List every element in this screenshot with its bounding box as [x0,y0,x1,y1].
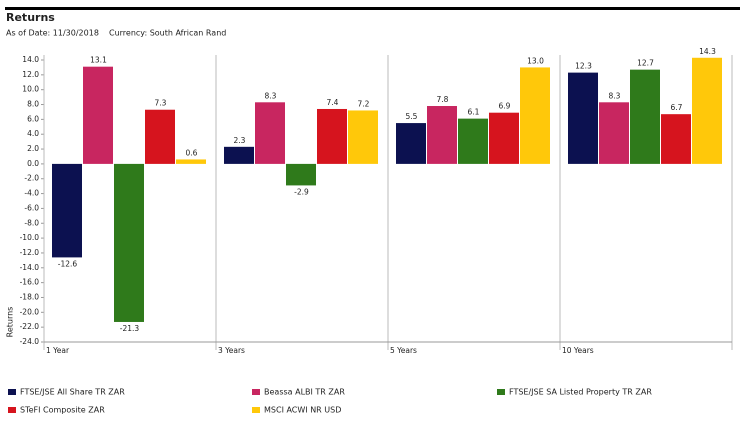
bar [520,67,550,164]
data-label: 5.5 [406,112,418,121]
bar [427,106,457,164]
y-tick-label: 6.0 [27,114,39,123]
y-tick-label: -22.0 [20,322,40,331]
x-tick-label: 1 Year [46,346,70,355]
data-label: -2.9 [294,187,309,196]
y-tick-label: 14.0 [22,55,39,64]
data-label: 2.3 [234,136,246,145]
data-label: 12.3 [575,62,592,71]
y-tick-label: -14.0 [20,263,40,272]
bar [692,57,722,164]
legend-label: MSCI ACWI NR USD [264,406,341,415]
data-label: 6.9 [499,102,511,111]
bar [458,118,488,164]
y-tick-label: -18.0 [20,292,40,301]
y-tick-label: 12.0 [22,70,39,79]
data-label: 7.4 [327,98,339,107]
data-label: 12.7 [637,59,654,68]
bar [114,163,144,322]
chart-title: Returns [6,11,55,24]
data-label: -12.6 [58,259,78,268]
data-label: 7.3 [155,99,167,108]
data-label: 6.1 [468,108,480,117]
legend-swatch [252,389,260,395]
y-tick-label: -6.0 [24,203,39,212]
y-tick-label: -8.0 [24,218,39,227]
bar [599,102,629,164]
bar [83,66,113,164]
data-label: 13.0 [527,56,544,65]
y-tick-label: -12.0 [20,248,40,257]
bar [396,123,426,164]
data-label: 8.3 [265,91,277,100]
y-tick-label: 2.0 [27,144,39,153]
data-label: 14.3 [699,47,716,56]
x-tick-label: 3 Years [218,346,245,355]
bar [317,108,347,164]
data-label: 0.6 [186,148,198,157]
y-tick-label: -16.0 [20,278,40,287]
y-tick-label: -20.0 [20,307,40,316]
y-tick-label: 8.0 [27,100,39,109]
bar [224,146,254,164]
y-tick-label: -4.0 [24,189,39,198]
y-axis-label: Returns [6,307,15,338]
data-label: 8.3 [609,91,621,100]
bar [348,110,378,164]
data-label: 13.1 [90,56,107,65]
as-of-date: As of Date: 11/30/2018 [6,29,99,38]
bar [52,163,82,258]
bar [630,69,660,164]
y-tick-label: 0.0 [27,159,39,168]
bar [176,159,206,164]
legend-swatch [497,389,505,395]
y-tick-label: -10.0 [20,233,40,242]
x-tick-label: 10 Years [562,346,594,355]
bar [489,112,519,164]
bar [661,114,691,164]
data-label: 6.7 [671,103,683,112]
bar [568,72,598,164]
y-tick-label: -24.0 [20,337,40,346]
data-label: -21.3 [120,324,140,333]
bar [286,163,316,186]
legend-label: FTSE/JSE SA Listed Property TR ZAR [509,388,652,397]
y-tick-label: 4.0 [27,129,39,138]
x-tick-label: 5 Years [390,346,417,355]
legend-swatch [8,389,16,395]
data-label: 7.8 [437,95,449,104]
legend-swatch [8,407,16,413]
y-tick-label: -2.0 [24,174,39,183]
legend-swatch [252,407,260,413]
currency: Currency: South African Rand [109,29,226,38]
data-label: 7.2 [358,99,370,108]
legend-label: Beassa ALBI TR ZAR [264,388,345,397]
legend-label: FTSE/JSE All Share TR ZAR [20,388,125,397]
bar [255,102,285,164]
header-rule [5,7,740,10]
legend-label: STeFI Composite ZAR [20,406,105,415]
bar [145,109,175,164]
y-tick-label: 10.0 [22,85,39,94]
